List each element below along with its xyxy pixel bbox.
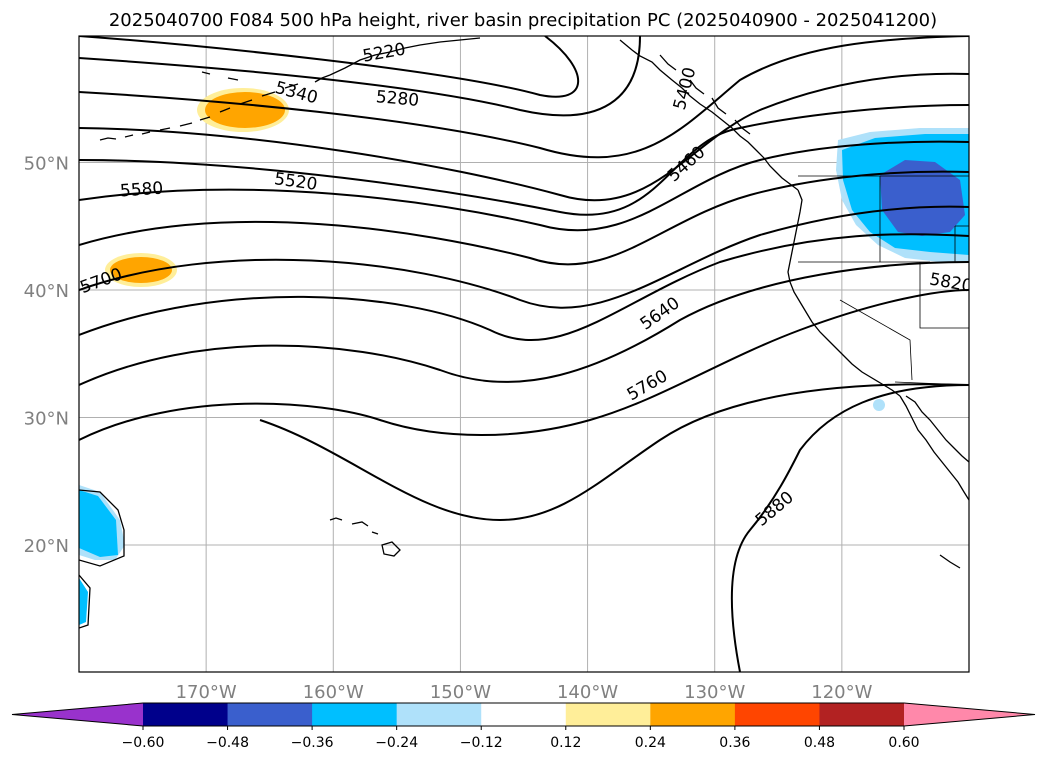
colorbar-tick-label: 0.36 (719, 735, 750, 751)
precip-region-west (79, 490, 118, 557)
contour-label: 5580 (119, 179, 164, 202)
contour-5760 (79, 261, 969, 386)
colorbar-segment (396, 703, 482, 726)
lon-label: 150°W (430, 682, 491, 703)
contour-5580 (79, 170, 969, 266)
contour-5820 (79, 289, 969, 441)
latitude-labels: 50°N 40°N 30°N 20°N (24, 154, 69, 558)
contour-5640 (79, 205, 969, 309)
colorbar-segment (650, 703, 736, 726)
colorbar: −0.60 −0.48 −0.36 −0.24 −0.12 0.12 0.24 0.36 0.4… (11, 702, 1036, 751)
coast-west-islands (79, 489, 125, 567)
lat-label: 30°N (24, 409, 69, 430)
lat-label: 20°N (24, 536, 69, 557)
contour-5700 (79, 233, 969, 341)
colorbar-tick-label: 0.48 (804, 735, 835, 751)
figure-title: 2025040700 F084 500 hPa height, river ba… (109, 10, 937, 31)
contour-5460 (79, 104, 969, 216)
colorbar-tick-label: 0.60 (888, 735, 919, 751)
colorbar-tick-label: −0.12 (460, 735, 503, 751)
lon-label: 170°W (176, 682, 237, 703)
coast-baja (899, 395, 969, 501)
colorbar-tick-label: −0.36 (291, 735, 334, 751)
lon-label: 160°W (303, 682, 364, 703)
contour-5220-a (79, 36, 580, 98)
lon-label: 130°W (684, 682, 745, 703)
contour-label: 5280 (375, 87, 420, 111)
contour-5820-b (259, 383, 969, 522)
colorbar-segment (565, 703, 651, 726)
coast-se-alaska (619, 39, 799, 191)
contour-5880 (730, 384, 969, 672)
colorbar-tick-label: −0.24 (375, 735, 418, 751)
colorbar-segment (734, 703, 820, 726)
map-frame (78, 35, 970, 673)
longitude-labels: 170°W 160°W 150°W 140°W 130°W 120°W (176, 682, 873, 703)
colorbar-segment (312, 703, 398, 726)
contour-5400 (79, 72, 969, 202)
contour-5280 (79, 36, 641, 117)
precip-spot-baja (873, 399, 885, 411)
lat-label: 50°N (24, 154, 69, 175)
map-background (79, 36, 969, 672)
colorbar-extend-max (904, 703, 1035, 726)
coast-us-west (787, 189, 901, 397)
map-panel: 5220 5280 5340 5400 5460 5520 5580 5640 … (24, 35, 970, 703)
coast-aleutians (99, 83, 299, 141)
colorbar-tick-label: −0.60 (122, 735, 165, 751)
colorbar-tick-label: 0.12 (550, 735, 581, 751)
lon-label: 120°W (811, 682, 872, 703)
colorbar-extend-min (12, 703, 143, 726)
colorbar-tick-label: −0.48 (206, 735, 249, 751)
colorbar-segment (227, 703, 313, 726)
colorbar-segment (143, 703, 229, 726)
coastlines (79, 37, 969, 629)
precip-shading (79, 88, 969, 625)
precip-region-pnw-core (880, 160, 965, 236)
colorbar-tick-label: 0.24 (635, 735, 666, 751)
coast-hawaii (329, 517, 401, 557)
height-contours (79, 36, 969, 672)
contour-5520 (79, 140, 969, 232)
precip-blob-aleutian (205, 92, 285, 128)
lat-label: 40°N (24, 281, 69, 302)
contour-labels: 5220 5280 5340 5400 5460 5520 5580 5640 … (79, 39, 969, 530)
precip-region-west-south (79, 578, 88, 625)
lon-label: 140°W (557, 682, 618, 703)
colorbar-segment (819, 703, 905, 726)
gridlines (79, 36, 969, 672)
contour-5340 (79, 36, 969, 159)
colorbar-segment (481, 703, 567, 726)
